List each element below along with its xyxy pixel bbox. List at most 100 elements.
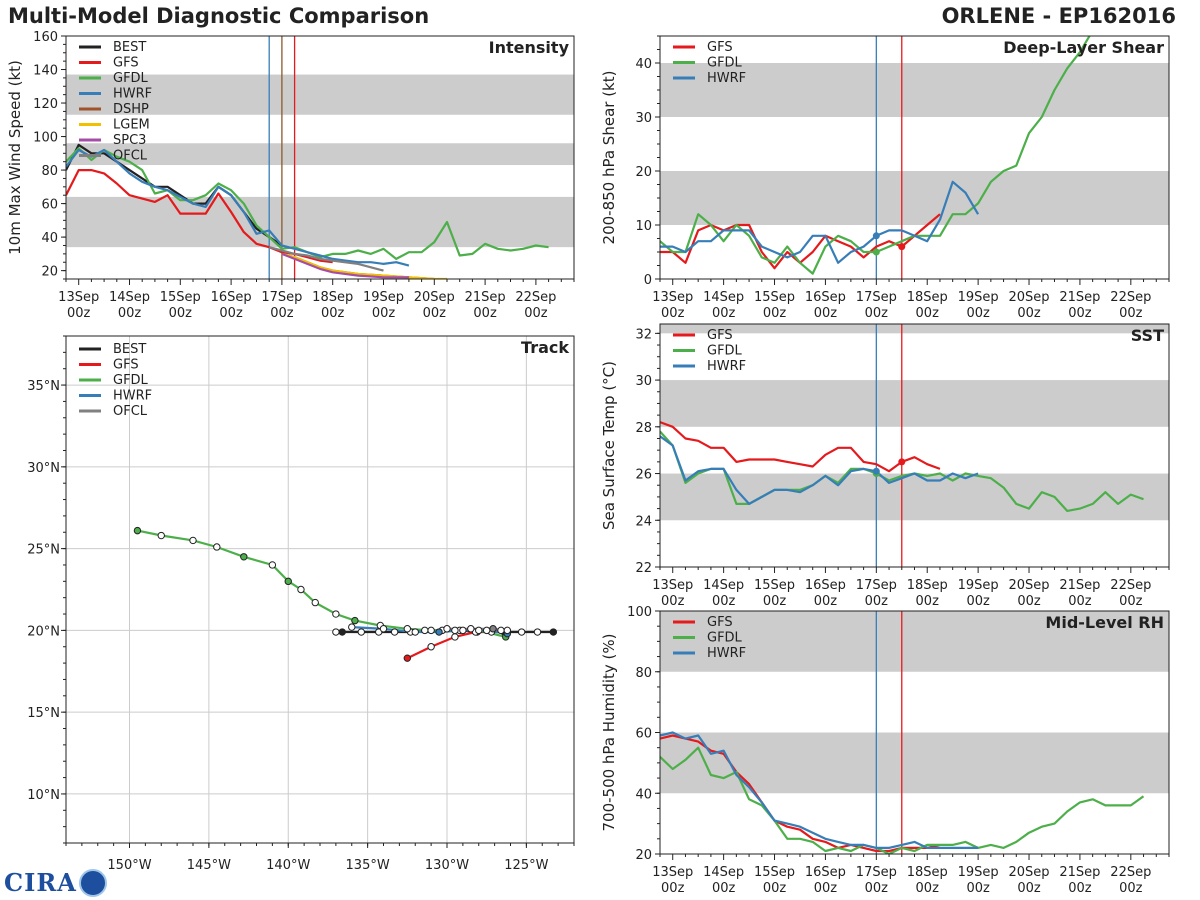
x-tick-hour: 00z bbox=[916, 306, 940, 321]
x-tick-hour: 00z bbox=[763, 881, 787, 896]
x-tick-date: 14Sep bbox=[703, 290, 744, 305]
track-point-best bbox=[332, 628, 340, 636]
track-point-gfdl bbox=[268, 561, 277, 569]
y-tick-label: 0 bbox=[644, 273, 652, 288]
legend-label-spc3: SPC3 bbox=[113, 133, 146, 148]
plot-area bbox=[660, 36, 1169, 279]
track-point-gfdl bbox=[157, 531, 165, 540]
x-tick-date: 22Sep bbox=[1110, 578, 1151, 593]
series-line-hwrf bbox=[660, 180, 980, 264]
cira-logo: CIRA bbox=[4, 868, 107, 897]
x-tick-date: 21Sep bbox=[465, 290, 506, 305]
x-tick-date: 14Sep bbox=[109, 290, 150, 305]
x-tick-date: 22Sep bbox=[1110, 865, 1151, 880]
intensity-panel: 2040608010012014016013Sep00z14Sep00z15Se… bbox=[6, 30, 575, 321]
x-tick-date: 18Sep bbox=[312, 290, 353, 305]
x-tick-hour: 00z bbox=[712, 594, 736, 609]
legend-label-hwrf: HWRF bbox=[113, 87, 152, 102]
track-point-best bbox=[421, 626, 429, 635]
track-point-gfdl bbox=[213, 543, 221, 551]
x-tick-date: 16Sep bbox=[805, 865, 846, 880]
x-tick-date: 16Sep bbox=[211, 290, 252, 305]
track-point-best bbox=[533, 628, 542, 636]
x-tick-hour: 00z bbox=[270, 306, 294, 321]
x-tick-date: 20Sep bbox=[1009, 578, 1050, 593]
x-tick-hour: 00z bbox=[321, 306, 345, 321]
x-tick-hour: 00z bbox=[763, 594, 787, 609]
lon-tick-label: 145°W bbox=[187, 858, 231, 873]
legend-label-gfdl: GFDL bbox=[707, 344, 743, 359]
legend-label-hwrf: HWRF bbox=[113, 389, 152, 404]
legend-label-gfdl: GFDL bbox=[113, 373, 149, 388]
threshold-band bbox=[66, 196, 574, 248]
track-point-gfs bbox=[451, 633, 459, 641]
x-tick-hour: 00z bbox=[916, 594, 940, 609]
legend-label-gfdl: GFDL bbox=[113, 71, 149, 86]
x-tick-hour: 00z bbox=[1017, 881, 1041, 896]
track-point-hwrf bbox=[379, 625, 388, 633]
track-point-gfdl bbox=[351, 616, 359, 625]
x-tick-date: 15Sep bbox=[754, 865, 795, 880]
track-point-gfdl bbox=[240, 553, 248, 561]
panel-title: Deep-Layer Shear bbox=[1003, 38, 1164, 57]
y-tick-label: 40 bbox=[635, 57, 652, 72]
legend-label-best: BEST bbox=[113, 40, 146, 55]
x-tick-date: 20Sep bbox=[1009, 865, 1050, 880]
x-tick-hour: 00z bbox=[1119, 306, 1143, 321]
threshold-band bbox=[660, 732, 1169, 794]
y-tick-label: 100 bbox=[33, 131, 58, 146]
globe-icon bbox=[78, 868, 107, 897]
legend-label-gfs: GFS bbox=[707, 328, 733, 343]
analysis-marker-gfdl bbox=[872, 248, 880, 256]
track-point-gfs bbox=[427, 643, 435, 651]
track-point-best bbox=[549, 628, 558, 636]
y-tick-label: 32 bbox=[635, 327, 652, 342]
legend-label-gfdl: GFDL bbox=[707, 56, 743, 71]
plot-area bbox=[660, 611, 1169, 854]
x-tick-date: 16Sep bbox=[805, 290, 846, 305]
y-tick-label: 80 bbox=[635, 666, 652, 681]
track-point-gfdl bbox=[284, 577, 292, 586]
x-tick-date: 13Sep bbox=[652, 578, 693, 593]
track-point-gfdl bbox=[189, 536, 197, 545]
track-point-gfdl bbox=[133, 526, 142, 535]
x-tick-hour: 00z bbox=[661, 306, 685, 321]
x-tick-date: 18Sep bbox=[907, 578, 948, 593]
x-tick-date: 19Sep bbox=[363, 290, 404, 305]
y-tick-label: 10 bbox=[635, 219, 652, 234]
x-tick-hour: 00z bbox=[916, 881, 940, 896]
x-tick-hour: 00z bbox=[966, 594, 990, 609]
legend-label-gfs: GFS bbox=[707, 615, 733, 630]
lon-tick-label: 135°W bbox=[346, 858, 390, 873]
threshold-band bbox=[66, 74, 574, 115]
x-tick-hour: 00z bbox=[524, 306, 548, 321]
track-point-ofcl bbox=[443, 625, 451, 633]
x-tick-hour: 00z bbox=[814, 306, 838, 321]
lat-tick-label: 10°N bbox=[27, 788, 60, 803]
x-tick-hour: 00z bbox=[661, 881, 685, 896]
x-tick-hour: 00z bbox=[1119, 594, 1143, 609]
x-tick-date: 15Sep bbox=[754, 578, 795, 593]
lon-tick-label: 125°W bbox=[504, 858, 548, 873]
x-tick-hour: 00z bbox=[67, 306, 91, 321]
track-point-gfdl bbox=[451, 626, 459, 635]
x-tick-date: 13Sep bbox=[652, 290, 693, 305]
track-point-best bbox=[357, 628, 365, 636]
panel-title: Intensity bbox=[489, 38, 570, 57]
track-point-hwrf bbox=[411, 628, 419, 636]
track-line-gfdl bbox=[137, 529, 506, 638]
threshold-band bbox=[660, 473, 1169, 521]
series-line-hwrf bbox=[66, 148, 410, 267]
y-tick-label: 30 bbox=[635, 111, 652, 126]
y-tick-label: 80 bbox=[41, 164, 58, 179]
analysis-marker-gfs bbox=[898, 458, 906, 466]
panel-title: Track bbox=[521, 338, 569, 357]
threshold-band bbox=[660, 324, 1169, 334]
track-point-ofcl bbox=[503, 626, 512, 635]
track-panel: 150°W 145°W 140°W 135°W 130°W 125°W 10°N 15°N 20… bbox=[27, 335, 575, 873]
x-tick-hour: 00z bbox=[1068, 306, 1092, 321]
analysis-marker-hwrf bbox=[872, 467, 880, 475]
x-tick-hour: 00z bbox=[1017, 594, 1041, 609]
legend-label-hwrf: HWRF bbox=[707, 359, 746, 374]
logo-text: CIRA bbox=[4, 868, 77, 897]
